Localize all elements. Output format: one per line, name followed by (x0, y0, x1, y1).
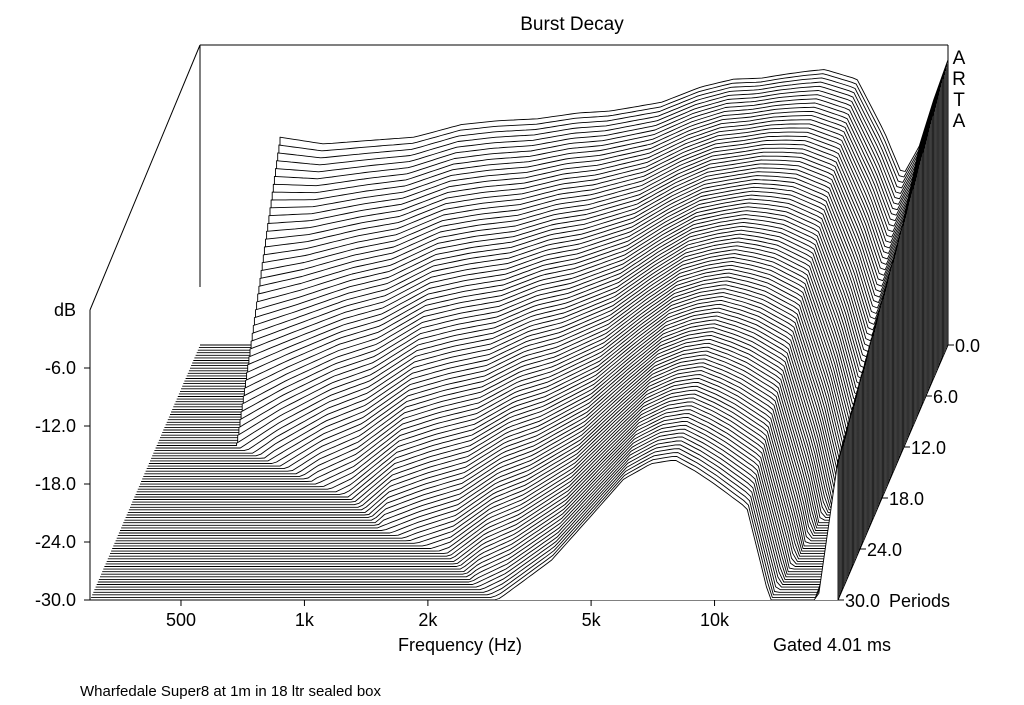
y-tick-label-3: -24.0 (35, 532, 76, 552)
y-ticks: -6.0 -12.0 -18.0 -24.0 -30.0 (35, 358, 90, 610)
z-tick-label-3: 18.0 (889, 489, 924, 509)
x-tick-label-4: 10k (700, 610, 730, 630)
decay-slices (90, 59, 949, 601)
y-axis-label: dB (54, 300, 76, 320)
z-ticks: 0.0 6.0 12.0 18.0 24.0 30.0 (838, 336, 980, 611)
footnote: Wharfedale Super8 at 1m in 18 ltr sealed… (80, 683, 382, 700)
z-tick-label-4: 24.0 (867, 540, 902, 560)
y-tick-label-2: -18.0 (35, 474, 76, 494)
chart-title: Burst Decay (520, 14, 624, 35)
arta-letter-1: R (952, 69, 966, 90)
x-axis-label: Frequency (Hz) (398, 635, 522, 655)
x-tick-label-3: 5k (582, 610, 602, 630)
frame-depth-axis (837, 344, 949, 601)
x-tick-label-2: 2k (418, 610, 438, 630)
gate-note: Gated 4.01 ms (773, 635, 891, 655)
y-tick-label-4: -30.0 (35, 590, 76, 610)
x-ticks: 500 1k 2k 5k 10k (166, 600, 730, 630)
arta-letter-3: A (953, 111, 966, 132)
z-tick-label-5: 30.0 (845, 591, 880, 611)
x-tick-label-0: 500 (166, 610, 196, 630)
z-tick-label-0: 0.0 (955, 336, 980, 356)
z-tick-label-1: 6.0 (933, 387, 958, 407)
x-tick-label-1: 1k (295, 610, 315, 630)
y-tick-label-0: -6.0 (45, 358, 76, 378)
y-tick-label-1: -12.0 (35, 416, 76, 436)
z-tick-label-2: 12.0 (911, 438, 946, 458)
z-axis-label: Periods (889, 591, 950, 611)
frame-side-top (89, 44, 201, 311)
arta-letter-2: T (953, 90, 965, 111)
arta-letter-0: A (953, 48, 966, 69)
decay-slice-99 (90, 459, 839, 601)
